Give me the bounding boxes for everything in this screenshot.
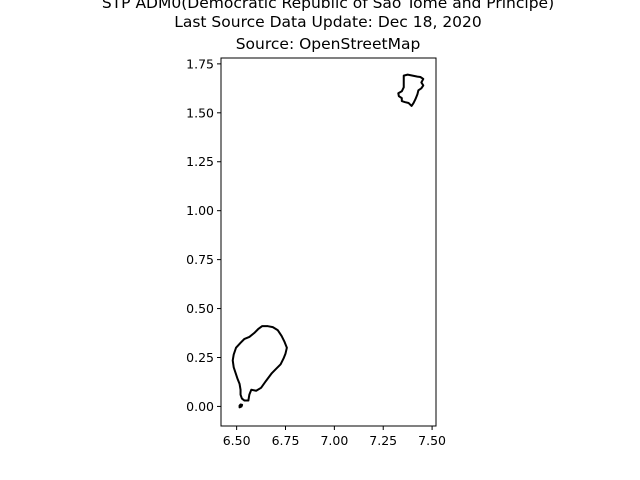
y-axis: 0.00 0.25 0.50 0.75 1.00 1.25 1.50 1.75	[186, 56, 221, 414]
plot-area	[220, 57, 437, 427]
outline-s-o-tom-	[231, 325, 288, 402]
y-tick-label: 1.75	[186, 56, 214, 71]
x-tick-label: 7.25	[369, 433, 397, 448]
country-outlines	[231, 73, 425, 409]
y-tick-label: 0.00	[186, 399, 214, 414]
map-title-line-1: STP ADM0(Democratic Republic of São Tomé…	[102, 0, 554, 12]
x-tick-label: 7.00	[320, 433, 348, 448]
y-tick-label: 0.50	[186, 301, 214, 316]
x-tick-label: 6.50	[223, 433, 251, 448]
outline--le-des-rolas	[238, 403, 244, 409]
map-title-line-3: Source: OpenStreetMap	[236, 35, 421, 53]
x-tick-label: 6.75	[272, 433, 300, 448]
y-tick-label: 0.25	[186, 350, 214, 365]
x-axis: 6.50 6.75 7.00 7.25 7.50	[223, 426, 446, 448]
y-tick-label: 1.00	[186, 203, 214, 218]
outline-pr-ncipe	[397, 73, 425, 107]
y-tick-label: 1.50	[186, 105, 214, 120]
y-tick-label: 0.75	[186, 252, 214, 267]
map-title-line-2: Last Source Data Update: Dec 18, 2020	[174, 13, 482, 31]
x-tick-label: 7.50	[418, 433, 446, 448]
y-tick-label: 1.25	[186, 154, 214, 169]
